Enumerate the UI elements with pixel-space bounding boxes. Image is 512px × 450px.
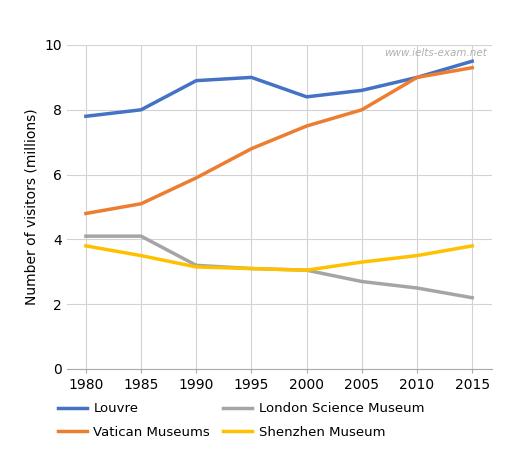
Legend: Louvre, Vatican Museums, London Science Museum, Shenzhen Museum: Louvre, Vatican Museums, London Science … [58, 402, 424, 439]
Y-axis label: Number of visitors (millions): Number of visitors (millions) [25, 109, 38, 305]
Text: www.ielts-exam.net: www.ielts-exam.net [385, 48, 487, 58]
